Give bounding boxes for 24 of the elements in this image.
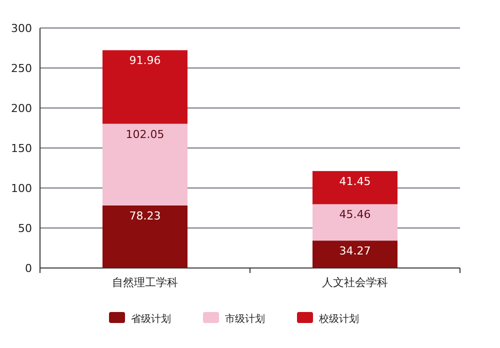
bar (102, 205, 188, 268)
bar (102, 124, 188, 206)
x-tick-label: 自然理工学科 (112, 276, 178, 289)
bar (312, 204, 398, 241)
x-tick-label: 人文社会学科 (322, 276, 388, 289)
data-label: 91.96 (129, 54, 161, 68)
y-tick-label: 0 (25, 262, 32, 275)
y-tick-label: 50 (18, 222, 32, 235)
bar (312, 171, 398, 204)
data-label: 34.27 (339, 244, 371, 258)
y-tick-label: 100 (11, 182, 32, 195)
y-tick-label: 150 (11, 142, 32, 155)
legend-label: 省级计划 (131, 313, 171, 325)
data-label: 102.05 (126, 128, 164, 141)
legend-label: 市级计划 (225, 313, 265, 325)
legend-label: 校级计划 (318, 313, 359, 325)
y-tick-label: 250 (11, 62, 32, 75)
y-tick-label: 300 (11, 22, 32, 35)
bar (312, 240, 398, 268)
data-label: 41.45 (339, 175, 371, 188)
data-label: 78.23 (129, 209, 161, 222)
data-label: 45.46 (339, 208, 371, 222)
y-tick-label: 200 (11, 102, 32, 115)
bar (102, 50, 188, 124)
